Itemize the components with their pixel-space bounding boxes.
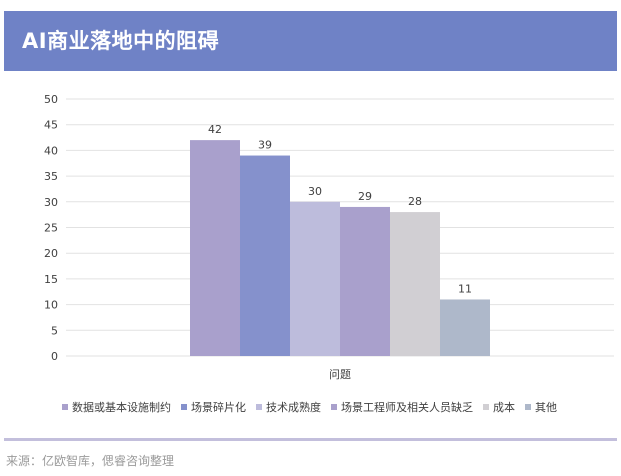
bar xyxy=(440,299,490,356)
source-note: 来源：亿欧智库，偲睿咨询整理 xyxy=(6,454,175,468)
data-label: 39 xyxy=(258,139,272,152)
legend-swatch xyxy=(331,404,337,410)
x-category-label: 问题 xyxy=(329,368,351,381)
y-tick-label: 25 xyxy=(44,222,58,235)
legend-swatch xyxy=(256,404,262,410)
data-label: 30 xyxy=(308,185,322,198)
bar xyxy=(190,140,240,356)
legend-label: 场景碎片化 xyxy=(191,400,246,414)
y-tick-label: 20 xyxy=(44,247,58,260)
bar xyxy=(290,201,340,356)
legend-label: 场景工程师及相关人员缺乏 xyxy=(341,400,473,414)
legend-swatch xyxy=(525,404,531,410)
data-label: 42 xyxy=(208,123,222,136)
y-tick-label: 5 xyxy=(51,324,58,337)
page-title: AI商业落地中的阻碍 xyxy=(22,29,220,53)
legend-swatch xyxy=(181,404,187,410)
footer-divider xyxy=(4,438,617,441)
y-tick-label: 10 xyxy=(44,299,58,312)
y-tick-label: 50 xyxy=(44,93,58,106)
y-tick-label: 35 xyxy=(44,170,58,183)
data-label: 11 xyxy=(458,282,472,295)
legend-label: 技术成熟度 xyxy=(266,400,321,414)
data-label: 28 xyxy=(408,195,422,208)
bar xyxy=(390,212,440,356)
legend-swatch xyxy=(483,404,489,410)
y-tick-label: 40 xyxy=(44,144,58,157)
bar xyxy=(340,206,390,356)
y-tick-label: 30 xyxy=(44,196,58,209)
legend-label: 其他 xyxy=(535,401,557,414)
data-label: 29 xyxy=(358,190,372,203)
y-tick-label: 0 xyxy=(51,350,58,363)
y-tick-label: 15 xyxy=(44,273,58,286)
legend-label: 成本 xyxy=(493,400,515,414)
legend-swatch xyxy=(62,404,68,410)
y-tick-label: 45 xyxy=(44,119,58,132)
legend-label: 数据或基本设施制约 xyxy=(72,400,171,414)
bar xyxy=(240,155,290,356)
header-banner: AI商业落地中的阻碍 xyxy=(4,11,617,71)
